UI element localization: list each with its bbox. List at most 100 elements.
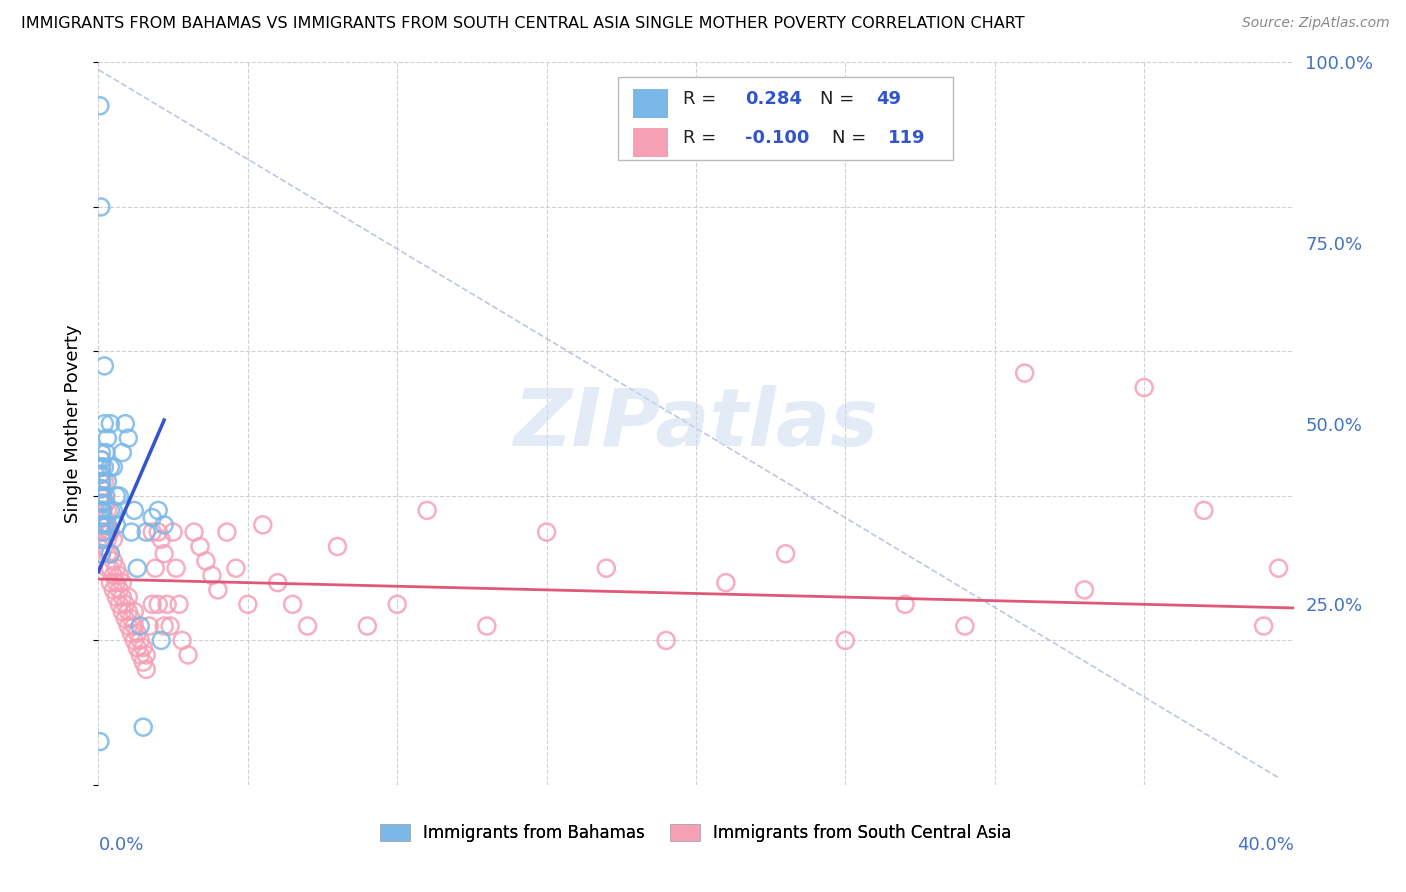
Point [252,517,274,532]
Point [111,445,134,459]
Point [94,489,117,503]
Point [98,547,122,561]
Text: R =: R = [683,128,716,147]
Point [714,575,737,590]
Point [655,633,678,648]
Point [96,533,118,547]
Point [132,640,155,655]
Point [114,612,136,626]
Text: N =: N = [820,90,855,108]
Point [93,524,115,539]
Point [89,489,111,503]
Point [90,452,112,467]
Point [93,540,115,554]
Point [105,575,128,590]
Point [1014,366,1036,380]
Point [108,568,131,582]
Point [90,482,112,496]
Point [167,598,190,612]
Point [98,561,122,575]
Point [105,489,128,503]
Point [475,619,498,633]
Point [90,503,112,517]
Point [90,460,112,475]
Point [98,524,122,539]
Point [98,417,122,431]
Text: -0.100: -0.100 [745,128,810,147]
Text: ZIPatlas: ZIPatlas [513,384,879,463]
Point [108,582,131,597]
Point [89,99,111,113]
Point [117,431,139,445]
Point [111,590,134,604]
Point [91,503,114,517]
Point [267,575,290,590]
Point [96,517,118,532]
Point [120,626,142,640]
Point [97,524,120,539]
Point [1192,503,1215,517]
Point [124,503,146,517]
Point [953,619,976,633]
Text: 119: 119 [889,128,927,147]
Point [1073,582,1095,597]
Text: 40.0%: 40.0% [1237,836,1294,854]
Text: R =: R = [683,90,716,108]
Point [108,598,131,612]
Point [215,524,238,539]
Point [103,554,125,568]
Point [135,662,157,676]
Point [90,510,112,524]
Point [120,612,142,626]
Point [124,633,146,648]
Point [90,517,112,532]
Point [91,489,114,503]
Point [103,460,125,475]
Point [96,503,118,517]
Point [91,510,114,524]
Y-axis label: Single Mother Poverty: Single Mother Poverty [65,325,83,523]
Text: 49: 49 [876,90,901,108]
Point [90,517,112,532]
Point [105,517,128,532]
Point [103,533,125,547]
Point [90,467,112,482]
Point [1267,561,1289,575]
Point [93,359,115,373]
Point [90,547,112,561]
Point [90,503,112,517]
Point [91,524,114,539]
Point [90,496,112,510]
Point [90,533,112,547]
Point [98,575,122,590]
Point [93,475,115,489]
Point [188,540,211,554]
Point [127,626,149,640]
Point [150,633,173,648]
Point [165,561,187,575]
Point [94,445,117,459]
Point [90,482,112,496]
Point [132,720,155,734]
Point [281,598,304,612]
Text: 0.0%: 0.0% [98,836,143,854]
Point [236,598,259,612]
Point [159,619,181,633]
Point [103,568,125,582]
Point [129,648,152,662]
Point [96,517,118,532]
Point [93,517,115,532]
Point [93,510,115,524]
Point [120,524,142,539]
Point [114,417,136,431]
Point [90,489,112,503]
Point [96,431,118,445]
Text: 0.284: 0.284 [745,90,801,108]
Point [141,598,163,612]
Point [105,590,128,604]
Point [183,524,205,539]
Point [148,503,170,517]
Point [129,633,152,648]
Point [98,547,122,561]
Point [117,590,139,604]
